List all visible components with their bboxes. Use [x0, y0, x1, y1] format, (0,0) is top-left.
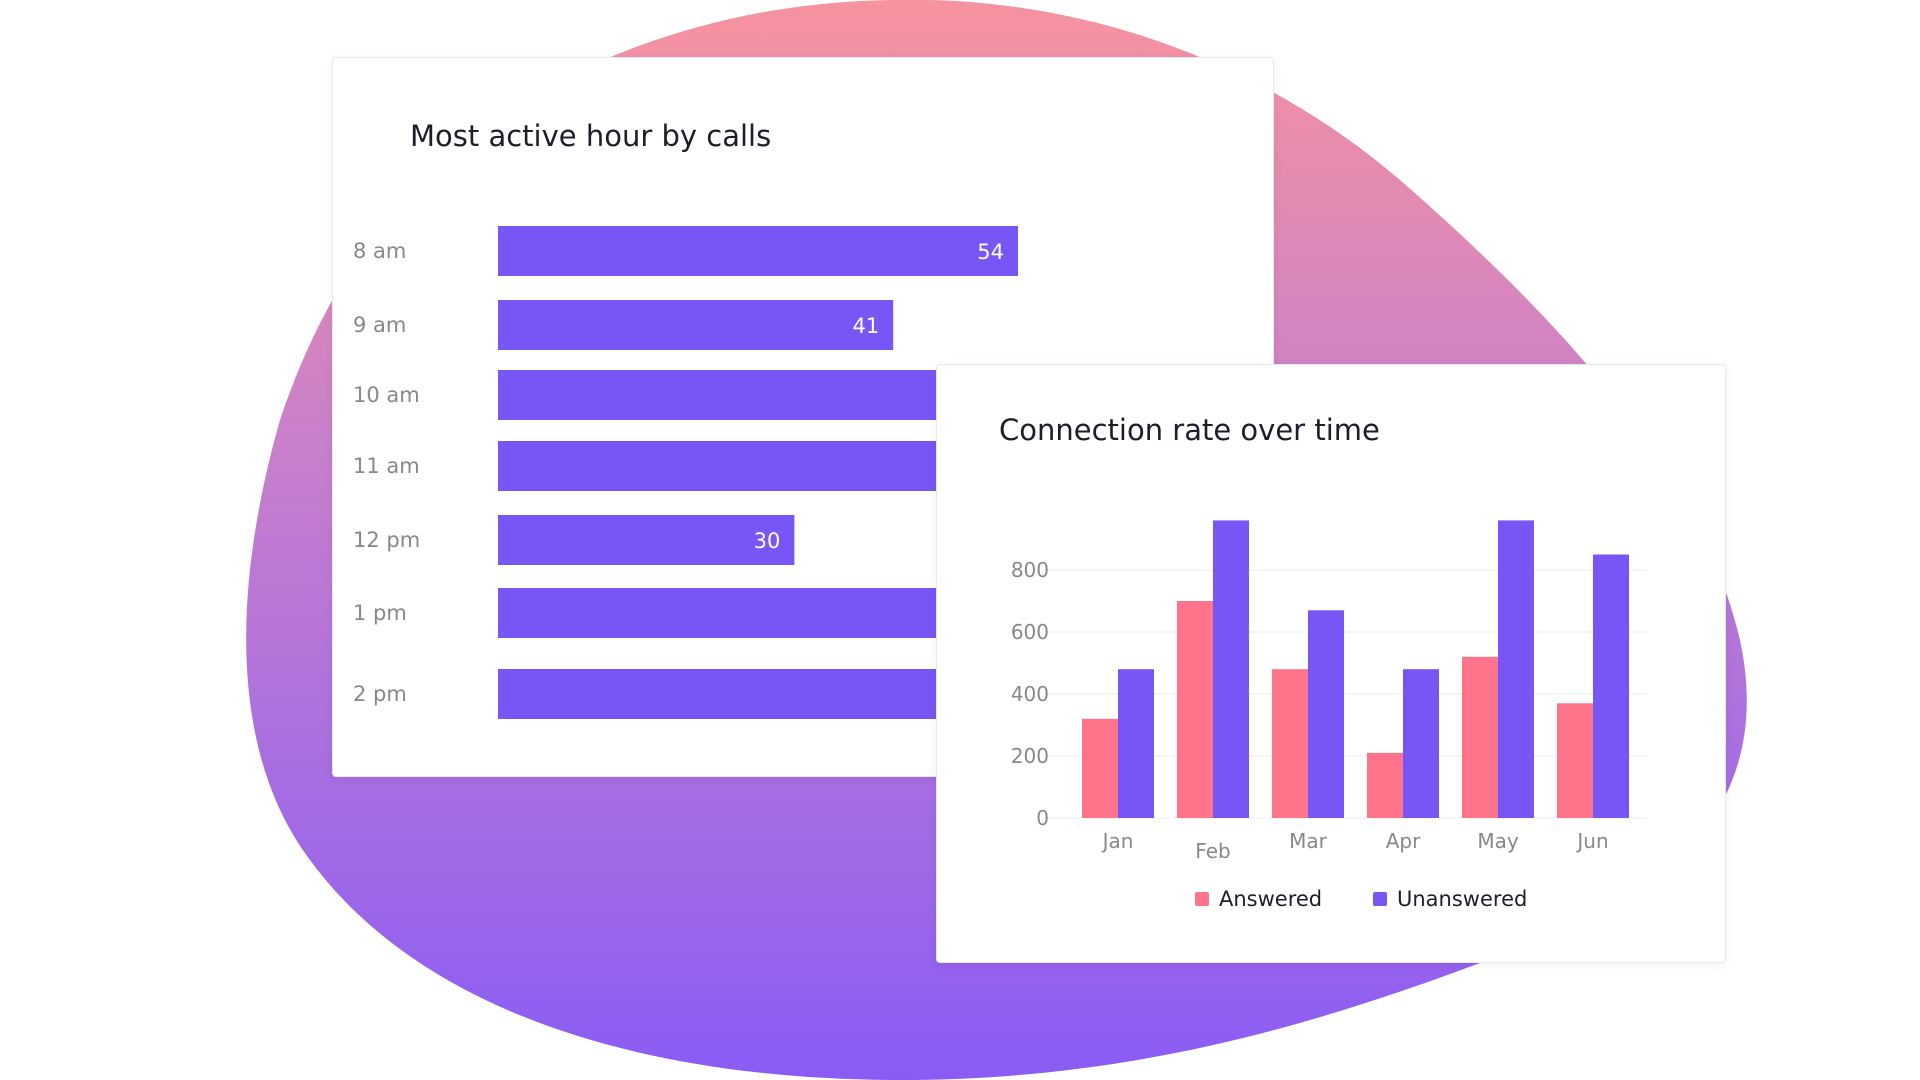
legend-answered-swatch: [1195, 892, 1209, 906]
unanswered-bar: [1118, 669, 1154, 818]
hour-label: 10 am: [353, 383, 420, 407]
hour-chart-title: Most active hour by calls: [410, 119, 772, 153]
x-tick-label: Jun: [1575, 829, 1608, 853]
unanswered-bar: [1213, 520, 1249, 818]
unanswered-bar: [1403, 669, 1439, 818]
hour-bar: [498, 300, 894, 350]
hour-bar: [498, 669, 1018, 719]
hour-label: 11 am: [353, 454, 420, 478]
answered-bar: [1367, 752, 1403, 818]
y-tick-label: 800: [1011, 558, 1049, 582]
hour-bar: [498, 441, 1018, 491]
y-tick-label: 400: [1011, 682, 1049, 706]
connection-rate-card: Connection rate over time 0 200 400 600 800 J…: [936, 364, 1726, 963]
hour-bar: [498, 515, 795, 565]
chart-legend: Answered Unanswered: [1195, 887, 1527, 911]
answered-bar: [1557, 703, 1593, 818]
x-tick-label: Jan: [1101, 829, 1134, 853]
x-tick-label: Feb: [1195, 839, 1230, 863]
legend-answered-label: Answered: [1219, 887, 1322, 911]
hour-bar: [498, 226, 1018, 276]
answered-bar: [1082, 718, 1118, 818]
connection-chart-title: Connection rate over time: [999, 413, 1380, 447]
hour-value-label: 30: [754, 529, 781, 553]
x-tick-label: May: [1477, 829, 1519, 853]
unanswered-bar: [1593, 554, 1629, 818]
answered-bar: [1177, 601, 1213, 818]
hour-bar: [498, 588, 1018, 638]
hour-label: 9 am: [353, 313, 406, 337]
connection-bar-chart: 0 200 400 600 800 Jan Feb Mar Apr May Jun Answered U…: [1011, 520, 1647, 911]
hour-label: 8 am: [353, 239, 406, 263]
hour-label: 2 pm: [353, 682, 407, 706]
x-tick-label: Apr: [1386, 829, 1421, 853]
legend-unanswered-swatch: [1373, 892, 1387, 906]
x-tick-label: Mar: [1289, 829, 1328, 853]
y-tick-label: 200: [1011, 744, 1049, 768]
y-tick-label: 600: [1011, 620, 1049, 644]
hour-value-label: 41: [852, 314, 879, 338]
unanswered-bar: [1308, 610, 1344, 818]
hour-label: 1 pm: [353, 601, 407, 625]
hour-label: 12 pm: [353, 528, 420, 552]
hour-value-label: 54: [977, 240, 1004, 264]
answered-bar: [1462, 656, 1498, 818]
answered-bar: [1272, 669, 1308, 818]
legend-unanswered-label: Unanswered: [1397, 887, 1527, 911]
unanswered-bar: [1498, 520, 1534, 818]
hour-bar: [498, 370, 1018, 420]
y-tick-label: 0: [1036, 806, 1049, 830]
